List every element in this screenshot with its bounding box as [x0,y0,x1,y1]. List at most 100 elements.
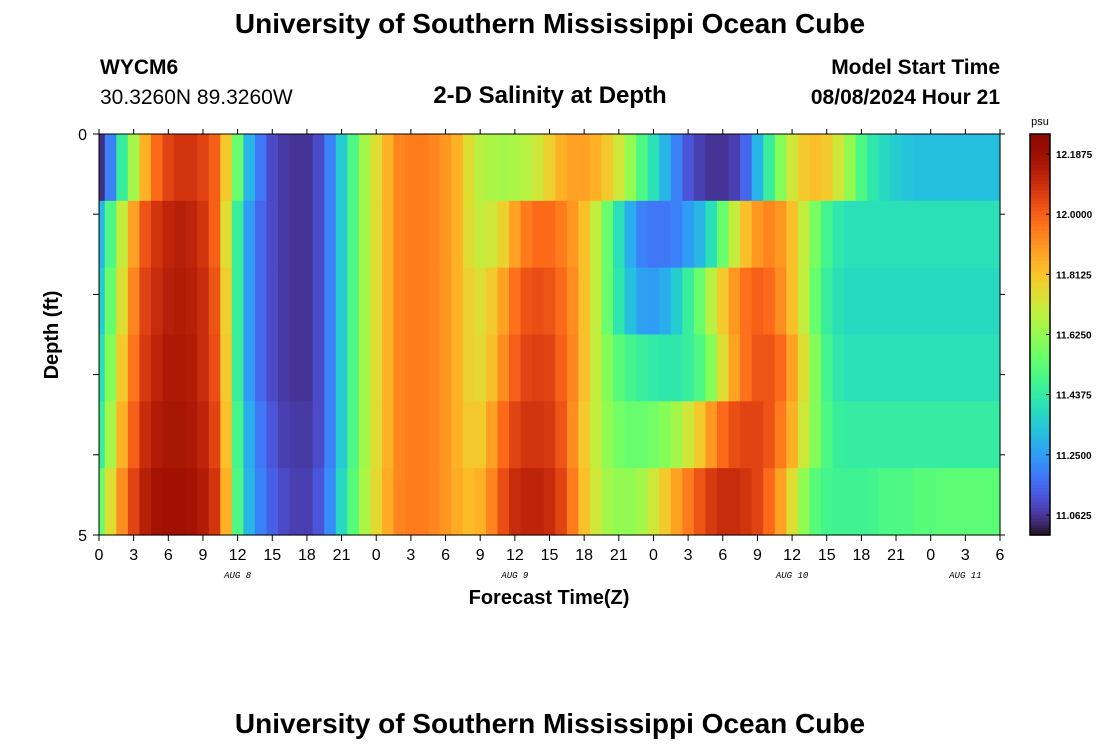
colorbar-swatch [1030,224,1050,229]
heatmap-cell [451,401,464,469]
heatmap-cell [462,134,476,202]
heatmap-cell [520,401,533,469]
heatmap-cell [982,200,995,269]
heatmap-cell [728,468,741,536]
heatmap-cell [174,134,187,202]
x-tick-label: 6 [996,547,1005,564]
x-tick-label: 12 [783,547,801,564]
heatmap-cell [786,267,799,336]
heatmap-cell [150,267,164,336]
heatmap-cell [740,334,753,402]
heatmap-cell [243,267,256,336]
heatmap-cell [139,134,152,202]
x-day-label: AUG 9 [500,571,529,581]
colorbar-swatch [1030,237,1050,242]
colorbar-swatch [1030,220,1050,225]
heatmap-cell [751,468,764,536]
colorbar-swatch [1030,474,1050,479]
heatmap-cell [890,134,903,202]
heatmap-cell [959,401,972,469]
heatmap-cell [405,200,418,269]
salinity-heatmap-chart: 0 3 6 9 12 15 18 21 0 3 6 9 12 15 18 21 0 3 6 9 12 15 18 21 0 3 6 A… [41,116,1093,609]
heatmap-cell [462,468,476,536]
colorbar-swatch [1030,194,1050,199]
heatmap-cell [520,134,533,202]
colorbar-swatch [1030,521,1050,526]
heatmap-cell [289,334,302,402]
heatmap-cell [740,200,753,269]
colorbar-swatch [1030,371,1050,376]
colorbar-tick-label: 12.1875 [1056,150,1093,161]
colorbar-swatch [1030,281,1050,285]
heatmap-cell [116,267,129,336]
heatmap-cell [127,134,141,202]
heatmap-cell [174,267,187,336]
colorbar-swatch [1030,204,1050,209]
heatmap-cell [543,267,556,336]
heatmap-cell [254,200,268,269]
heatmap-cell [809,401,822,469]
heatmap-cell [497,334,510,402]
heatmap-cell [982,468,995,536]
heatmap-cell [636,334,649,402]
x-tick-label: 3 [684,547,693,564]
colorbar-swatch [1030,174,1050,179]
heatmap-cell [693,401,707,469]
heatmap-cell [809,200,822,269]
heatmap-cell [959,200,972,269]
heatmap-cell [601,401,614,469]
heatmap-cell [936,334,949,402]
heatmap-cell [451,134,464,202]
colorbar-swatch [1030,247,1050,252]
heatmap-cell [959,267,972,336]
heatmap-cell [555,468,568,536]
heatmap-cell [497,401,510,469]
heatmap-cell [208,334,221,402]
heatmap-cell [578,134,591,202]
heatmap-cell [716,468,730,536]
heatmap-cell [266,468,279,536]
heatmap-cell [278,200,291,269]
heatmap-cell [150,134,164,202]
heatmap-cell [589,468,603,536]
heatmap-cell [578,334,591,402]
heatmap-cell [416,200,429,269]
heatmap-cell [104,134,117,202]
heatmap-cell [324,267,337,336]
heatmap-cell [740,468,753,536]
heatmap-cell [601,334,614,402]
heatmap-cell [913,267,926,336]
heatmap-cell [948,334,961,402]
colorbar-swatch [1030,484,1050,489]
heatmap-cell [890,200,903,269]
heatmap-cell [855,134,868,202]
heatmap-cell [971,468,984,536]
colorbar-tick-label: 12.0000 [1056,210,1093,221]
heatmap-cell [358,267,372,336]
heatmap-cell [913,334,926,402]
heatmap-cell [867,134,880,202]
heatmap-cell [589,401,603,469]
colorbar-swatch [1030,257,1050,262]
heatmap-cell [243,200,256,269]
colorbar-swatch [1030,164,1050,169]
heatmap-cell [543,401,556,469]
heatmap-cell [509,134,522,202]
x-tick-label: 3 [129,547,138,564]
heatmap-cell [254,267,268,336]
heatmap-cell [439,334,452,402]
heatmap-cell [820,468,834,536]
heatmap-cell [127,401,141,469]
heatmap-cell [589,267,603,336]
x-tick-label: 18 [852,547,870,564]
heatmap-cell [589,134,603,202]
heatmap-cells [99,134,1001,536]
heatmap-cell [474,468,487,536]
heatmap-cell [832,468,845,536]
colorbar-swatch [1030,271,1050,275]
heatmap-cell [705,200,718,269]
colorbar-swatch [1030,307,1050,312]
heatmap-cell [174,200,187,269]
heatmap-cell [416,134,429,202]
heatmap-cell [266,267,279,336]
